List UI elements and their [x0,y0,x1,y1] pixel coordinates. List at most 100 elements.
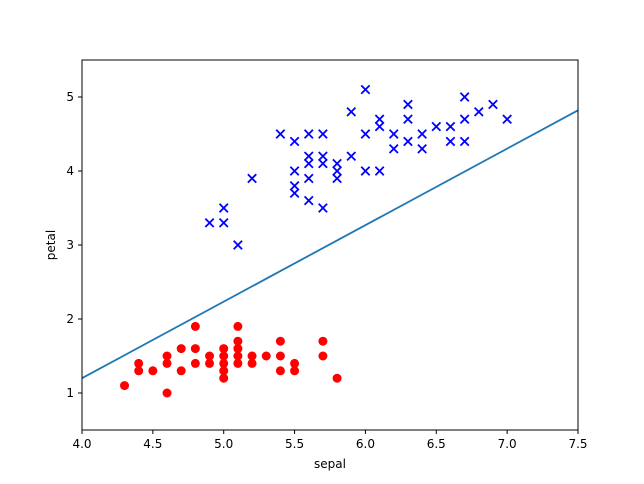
series-0-point-7 [176,366,186,376]
series-1-point-18 [318,129,328,139]
series-1-point-34 [403,99,413,110]
series-0-point-17 [219,351,229,361]
series-0-point-26 [261,351,271,361]
x-tick-label-3: 5.5 [285,437,304,451]
series-1-point-5 [275,129,286,139]
series-1-point-30 [388,143,399,154]
series-1-point-3 [233,240,243,250]
series-1-point-9 [289,136,300,147]
x-axis-ticks: 4.0 4.5 5.0 5.5 6.0 6.5 7.0 7.5 [72,430,588,451]
series-0-point-8 [176,344,186,354]
series-1-point-43 [473,106,484,117]
series-0-point-13 [205,351,215,361]
series-0-point-10 [190,344,200,354]
plot-area [81,59,579,431]
y-tick-label-0: 1 [66,386,74,400]
series-0-point-5 [162,358,172,368]
series-0-point-34 [332,373,342,383]
series-0-point-28 [275,351,285,361]
series-1-point-25 [360,129,371,139]
y-axis-label: petal [44,230,58,260]
series-1-point-45 [502,114,512,125]
series-0-point-20 [233,351,243,361]
series-0-point-12 [205,358,215,368]
series-1-point-28 [374,121,385,132]
series-0-point-27 [275,366,285,376]
series-1-point-29 [374,114,385,125]
series-0-point-9 [190,358,200,368]
decision-boundary-line [82,109,578,379]
series-0-point-25 [247,351,257,361]
series-0-point-3 [148,366,158,376]
series-1-point-27 [374,166,385,176]
series-0-point-30 [290,366,300,376]
series-0-point-21 [233,344,243,354]
series-1-point-14 [303,129,314,139]
series-1-point-4 [247,173,257,184]
series-1-point-31 [388,129,399,139]
series-1-point-11 [303,173,314,184]
series-1-point-2 [218,203,229,213]
series-0-point-11 [190,321,200,331]
series-0-point-0 [120,381,130,391]
series-1-point-13 [303,151,314,162]
y-tick-label-4: 5 [66,90,74,104]
series-1-point-12 [303,158,314,169]
decision-line-layer [82,109,578,379]
series-0-point-29 [275,336,285,346]
series-1-point-32 [403,136,413,147]
series-0-point-6 [162,351,172,361]
series-0-point-1 [134,366,144,376]
series-0-point-22 [233,336,243,346]
x-tick-label-7: 7.5 [568,437,587,451]
series-0-point-23 [233,321,243,331]
series-1-point-0 [204,217,215,228]
y-axis-ticks: 1 2 3 4 5 [66,90,82,400]
x-axis-label: sepal [314,457,346,471]
y-tick-label-3: 4 [66,164,74,178]
series-1-point-7 [289,180,300,191]
series-0-point-32 [318,351,328,361]
series-1-point-24 [360,166,371,176]
series-0-point-14 [219,373,229,383]
series-1-point-40 [459,136,470,147]
y-tick-label-2: 3 [66,238,74,252]
series-1-point-22 [346,151,357,162]
series-1-point-35 [417,143,427,154]
series-0-point-31 [290,358,300,368]
series-1-point-10 [303,195,314,206]
series-1-point-20 [332,166,342,176]
series-1-point-42 [459,92,470,102]
series-0-point-18 [219,344,229,354]
series-0-point-24 [247,358,257,368]
series-1-point-6 [289,188,300,199]
series-0-point-4 [162,388,172,398]
series-0-point-16 [219,358,229,368]
y-tick-label-1: 2 [66,312,74,326]
series-0-point-2 [134,358,144,368]
series-1-point-1 [218,217,229,228]
series-1-point-21 [332,158,342,169]
x-tick-label-4: 6.0 [356,437,375,451]
x-tick-label-0: 4.0 [72,437,91,451]
series-1-point-8 [289,166,300,176]
series-1-point-37 [431,121,442,132]
series-1-point-26 [360,84,371,95]
series-1-point-33 [403,114,413,125]
x-tick-label-1: 4.5 [143,437,162,451]
series-1-point-36 [417,129,427,139]
series-1-point-19 [332,173,342,184]
points-layer [120,84,512,398]
x-tick-label-5: 6.5 [427,437,446,451]
series-1-point-15 [318,203,328,213]
series-0-point-33 [318,336,328,346]
series-0-point-19 [233,358,243,368]
series-1-point-41 [459,114,470,125]
series-1-point-17 [318,151,328,162]
series-1-point-38 [445,136,456,147]
x-tick-label-2: 5.0 [214,437,233,451]
series-1-point-23 [346,106,357,117]
x-tick-label-6: 7.0 [498,437,517,451]
series-0-point-15 [219,366,229,376]
